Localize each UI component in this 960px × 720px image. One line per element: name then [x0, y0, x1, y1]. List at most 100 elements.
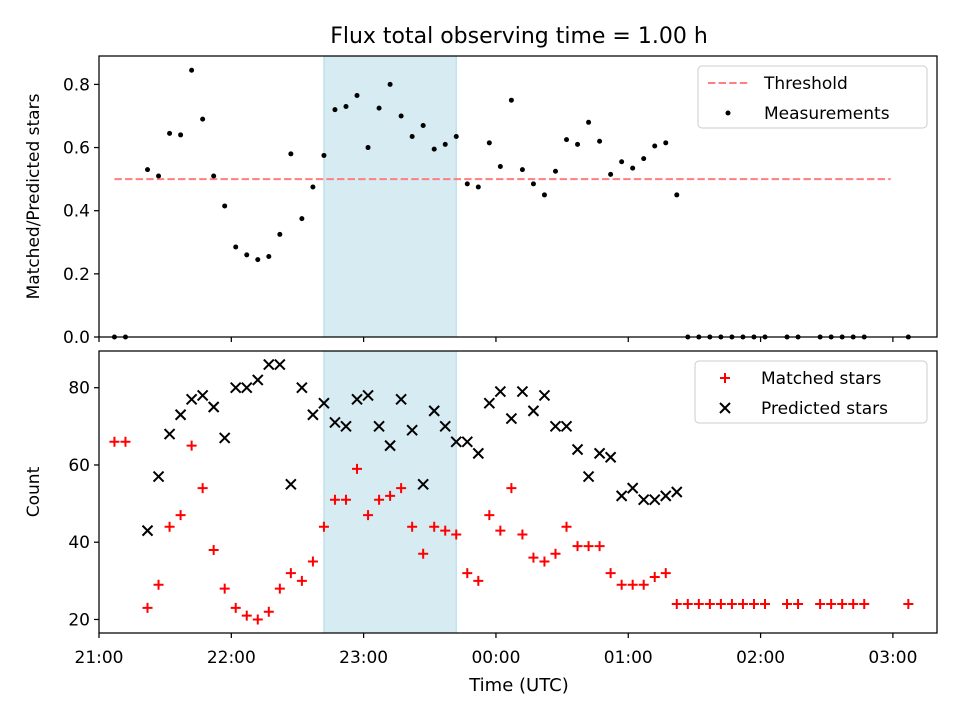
matched-star-point: [539, 556, 550, 567]
measurement-point: [431, 146, 437, 152]
predicted-star-point: [516, 385, 529, 398]
predicted-star-point: [141, 524, 154, 537]
matched-star-point: [793, 599, 804, 610]
series-measurements: [111, 67, 911, 340]
measurement-point: [420, 122, 426, 128]
matched-star-point: [473, 575, 484, 586]
measurement-point: [442, 141, 448, 147]
predicted-star-point: [582, 470, 595, 483]
measurement-point: [608, 171, 614, 177]
matched-star-point: [440, 525, 451, 536]
predicted-star-point: [218, 432, 231, 444]
predicted-star-point: [428, 405, 440, 417]
matched-star-point: [748, 599, 759, 610]
matched-star-point: [219, 583, 230, 594]
predicted-star-point: [538, 389, 551, 402]
matched-star-point: [859, 599, 870, 610]
x-tick-label: 03:00: [868, 648, 917, 668]
legend-measurement-swatch: [725, 110, 731, 116]
predicted-star-point: [549, 420, 562, 433]
matched-star-point: [197, 483, 208, 494]
measurement-point: [398, 113, 404, 119]
matched-star-point: [495, 525, 506, 536]
measurement-point: [674, 192, 680, 198]
matched-star-point: [352, 463, 363, 474]
predicted-star-point: [185, 393, 198, 405]
x-tick-label: 21:00: [75, 648, 124, 668]
predicted-star-point: [494, 385, 507, 398]
matched-star-point: [451, 529, 462, 540]
predicted-star-point: [472, 447, 485, 460]
matched-star-point: [506, 483, 517, 494]
measurement-point: [475, 184, 481, 190]
y-tick-label: 60: [68, 456, 90, 476]
matched-star-point: [605, 568, 616, 579]
predicted-star-point: [263, 358, 275, 371]
measurement-point: [211, 173, 217, 179]
legend-label: Matched stars: [761, 369, 881, 389]
matched-star-point: [715, 599, 726, 610]
matched-star-point: [120, 436, 131, 447]
measurement-point: [641, 156, 647, 162]
measurement-point: [343, 104, 349, 110]
measurement-point: [167, 130, 173, 136]
measurement-point: [586, 119, 592, 125]
legend: Threshold Measurements: [697, 65, 928, 129]
predicted-star-point: [395, 393, 407, 405]
y-tick-label: 40: [68, 533, 90, 553]
predicted-star-point: [527, 405, 540, 417]
matched-star-point: [815, 599, 826, 610]
matched-star-point: [837, 599, 848, 610]
predicted-star-point: [307, 409, 319, 421]
matched-star-point: [572, 541, 583, 552]
y-tick-label: 0.8: [63, 75, 90, 95]
x-tick-label: 02:00: [736, 648, 785, 668]
measurement-point: [255, 257, 261, 263]
legend-box: [697, 65, 928, 129]
matched-star-point: [285, 568, 296, 579]
predicted-star-point: [241, 381, 253, 394]
x-tick-label: 22:00: [207, 648, 256, 668]
measurement-point: [409, 134, 415, 140]
predicted-star-point: [230, 381, 242, 394]
predicted-star-point: [649, 494, 661, 506]
predicted-star-point: [362, 389, 374, 402]
predicted-star-point: [152, 470, 165, 483]
measurement-point: [376, 105, 382, 111]
matched-star-point: [550, 548, 561, 559]
measurement-point: [387, 81, 393, 87]
predicted-star-point: [505, 412, 518, 425]
measurement-point: [575, 141, 581, 147]
predicted-star-point: [483, 397, 496, 409]
matched-star-point: [175, 510, 186, 521]
matched-star-point: [682, 599, 693, 610]
predicted-star-point: [615, 490, 628, 502]
legend-matched-swatch: [720, 373, 730, 383]
measurement-point: [222, 203, 228, 209]
predicted-star-point: [593, 447, 606, 460]
plot-frame: [98, 350, 938, 634]
predicted-star-point: [163, 428, 176, 440]
predicted-star-point: [461, 436, 473, 448]
panel-count: Matched stars Predicted stars: [94, 350, 938, 638]
measurement-point: [189, 67, 195, 73]
predicted-star-point: [340, 420, 352, 433]
predicted-star-point: [384, 439, 396, 452]
matched-star-point: [517, 529, 528, 540]
measurement-point: [453, 134, 459, 140]
predicted-star-point: [296, 381, 308, 394]
measurement-point: [552, 168, 558, 174]
y-axis-label: Matched/Predicted stars: [24, 93, 44, 299]
measurement-point: [365, 145, 371, 151]
measurement-point: [178, 132, 184, 138]
matched-star-point: [660, 568, 671, 579]
measurement-point: [321, 152, 327, 158]
legend-label: Measurements: [764, 104, 890, 124]
predicted-star-point: [351, 393, 363, 405]
measurement-point: [310, 184, 316, 190]
measurement-point: [630, 165, 636, 171]
y-axis-label: Count: [24, 466, 44, 517]
matched-star-point: [704, 599, 715, 610]
matched-star-point: [263, 606, 274, 617]
